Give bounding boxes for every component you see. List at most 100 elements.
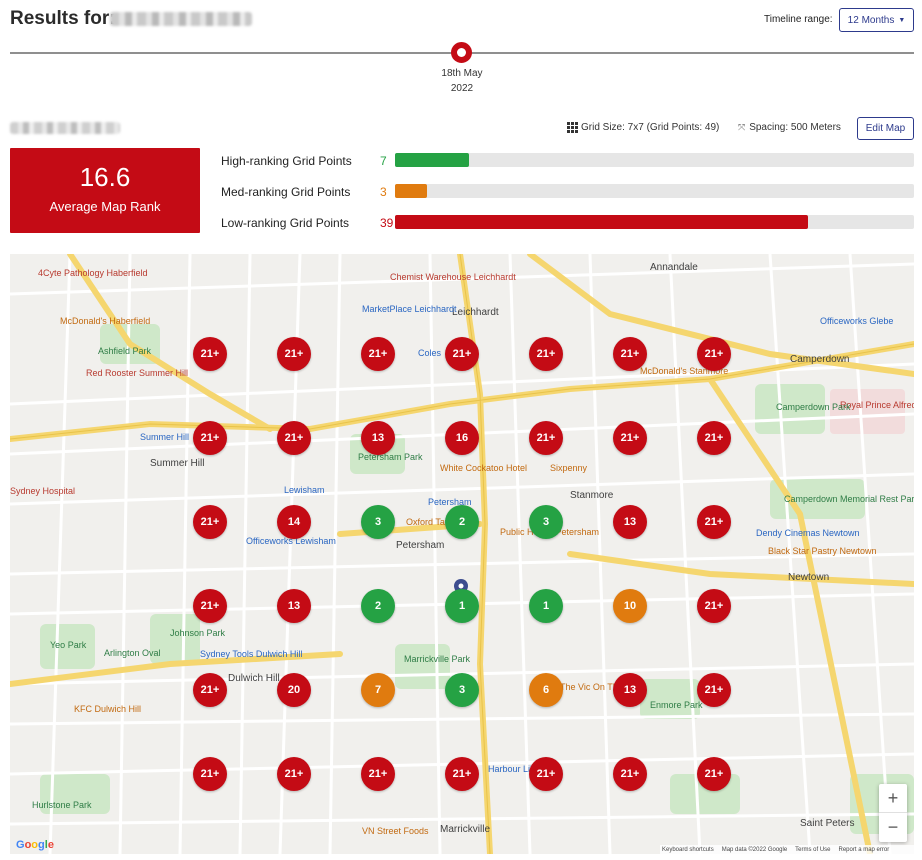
- rank-pin[interactable]: 21+: [697, 757, 731, 791]
- rank-pin[interactable]: 21+: [529, 757, 563, 791]
- rank-pin[interactable]: 2: [445, 505, 479, 539]
- rank-pin[interactable]: 21+: [277, 337, 311, 371]
- stat-row-med: Med-ranking Grid Points 3: [221, 183, 914, 201]
- rank-pin[interactable]: 21+: [193, 673, 227, 707]
- rank-pin[interactable]: 7: [361, 673, 395, 707]
- place-label: Marrickville: [440, 824, 490, 835]
- rank-pin[interactable]: 21+: [445, 337, 479, 371]
- timeline-date-year: 2022: [450, 83, 474, 94]
- rank-pin[interactable]: 3: [361, 505, 395, 539]
- place-label: Camperdown: [790, 354, 850, 365]
- poi-label: Black Star Pastry Newtown: [768, 546, 877, 556]
- rank-pin[interactable]: 21+: [277, 421, 311, 455]
- place-label: Annandale: [650, 262, 698, 273]
- rank-pin[interactable]: 21+: [613, 337, 647, 371]
- stat-count: 3: [380, 185, 387, 199]
- poi-label: Red Rooster Summer Hill: [86, 368, 189, 378]
- rank-pin[interactable]: 21+: [697, 589, 731, 623]
- place-label: Newtown: [788, 572, 830, 583]
- rank-pin[interactable]: 21+: [529, 421, 563, 455]
- report-error-link[interactable]: Report a map error: [838, 846, 890, 853]
- rank-pin[interactable]: 2: [361, 589, 395, 623]
- poi-label: The Vic On The Park: [560, 682, 644, 692]
- rank-pin[interactable]: 6: [529, 673, 563, 707]
- rank-pin[interactable]: 16: [445, 421, 479, 455]
- poi-label: Oxford Tavern: [406, 517, 463, 527]
- rank-pin[interactable]: 20: [277, 673, 311, 707]
- rank-pin[interactable]: 21+: [697, 673, 731, 707]
- rank-pin[interactable]: 1: [529, 589, 563, 623]
- poi-label: Summer Hill: [140, 432, 190, 442]
- poi-label: Camperdown Park: [776, 402, 851, 412]
- rank-pin[interactable]: 21+: [445, 757, 479, 791]
- poi-label: Lewisham: [284, 485, 325, 495]
- rank-pin[interactable]: 13: [613, 505, 647, 539]
- rank-pin[interactable]: 21+: [697, 421, 731, 455]
- rank-pin[interactable]: 13: [277, 589, 311, 623]
- place-label: Petersham: [396, 540, 445, 551]
- rank-pin[interactable]: 3: [445, 673, 479, 707]
- poi-label: MarketPlace Leichhardt: [362, 304, 457, 314]
- rank-pin[interactable]: 21+: [361, 757, 395, 791]
- stat-row-low: Low-ranking Grid Points 39: [221, 214, 914, 232]
- spacing-icon: ⤧: [738, 122, 746, 132]
- stat-count: 7: [380, 154, 387, 168]
- terms-link[interactable]: Terms of Use: [795, 846, 831, 853]
- poi-label: Johnson Park: [170, 628, 226, 638]
- map-attribution: Keyboard shortcuts Map data ©2022 Google…: [660, 845, 914, 854]
- poi-label: Camperdown Memorial Rest Park: [784, 494, 914, 504]
- rank-pin[interactable]: 21+: [529, 337, 563, 371]
- zoom-in-button[interactable]: +: [879, 784, 907, 813]
- stat-bar-fill: [395, 184, 427, 198]
- rank-pin[interactable]: 21+: [193, 589, 227, 623]
- poi-label: Marrickville Park: [404, 654, 471, 664]
- average-rank-label: Average Map Rank: [49, 199, 161, 214]
- stat-bar-track: [395, 184, 914, 198]
- rank-pin[interactable]: 21+: [193, 505, 227, 539]
- rank-pin[interactable]: 21+: [193, 757, 227, 791]
- timeline-range-select[interactable]: 12 Months ▼: [839, 8, 914, 32]
- rank-pin[interactable]: 10: [613, 589, 647, 623]
- timeline-date: 18th May 2022: [412, 66, 512, 96]
- poi-label: Ashfield Park: [98, 346, 152, 356]
- poi-label: Yeo Park: [50, 640, 87, 650]
- place-label: Stanmore: [570, 490, 614, 501]
- keyboard-shortcuts-link[interactable]: Keyboard shortcuts: [662, 846, 714, 853]
- timeline-marker[interactable]: [451, 42, 472, 63]
- rank-pin[interactable]: 13: [613, 673, 647, 707]
- results-title: Results for:: [10, 8, 116, 29]
- rank-pin[interactable]: 21+: [613, 421, 647, 455]
- rank-pin[interactable]: 13: [361, 421, 395, 455]
- google-logo: Google: [16, 839, 54, 851]
- place-label: Saint Peters: [800, 818, 855, 829]
- poi-label: VN Street Foods: [362, 826, 429, 836]
- rank-pin[interactable]: 14: [277, 505, 311, 539]
- chevron-down-icon: ▼: [898, 16, 906, 24]
- poi-label: McDonald's Stanmore: [640, 366, 729, 376]
- rank-pin[interactable]: 21+: [361, 337, 395, 371]
- rank-pin[interactable]: 21+: [697, 337, 731, 371]
- poi-label: Petersham: [428, 497, 472, 507]
- rank-pin[interactable]: 1: [445, 589, 479, 623]
- rank-pin[interactable]: 21+: [277, 757, 311, 791]
- rank-pin[interactable]: 21+: [697, 505, 731, 539]
- stat-bar-fill: [395, 215, 809, 229]
- timeline-range-label: Timeline range:: [764, 14, 833, 25]
- grid-size-info: Grid Size: 7x7 (Grid Points: 49): [567, 122, 719, 133]
- rank-pin[interactable]: 21+: [613, 757, 647, 791]
- rank-pin[interactable]: 21+: [193, 421, 227, 455]
- grid-icon: [567, 122, 578, 133]
- zoom-controls: + −: [879, 784, 907, 842]
- poi-label: Petersham Park: [358, 452, 423, 462]
- rank-grid-map[interactable]: Annandale Leichhardt Camperdown Summer H…: [10, 254, 914, 854]
- edit-map-button[interactable]: Edit Map: [857, 117, 914, 140]
- rank-pin[interactable]: 21+: [193, 337, 227, 371]
- timeline-range-value: 12 Months: [847, 14, 895, 26]
- spacing-info: ⤧ Spacing: 500 Meters: [738, 122, 841, 133]
- poi-label: Sydney Hospital: [10, 486, 76, 496]
- stat-bar-track: [395, 215, 914, 229]
- rank-pin[interactable]: 3: [529, 505, 563, 539]
- stat-label: Low-ranking Grid Points: [221, 216, 350, 230]
- zoom-out-button[interactable]: −: [887, 817, 899, 837]
- timeline-date-day: 18th May: [441, 68, 483, 79]
